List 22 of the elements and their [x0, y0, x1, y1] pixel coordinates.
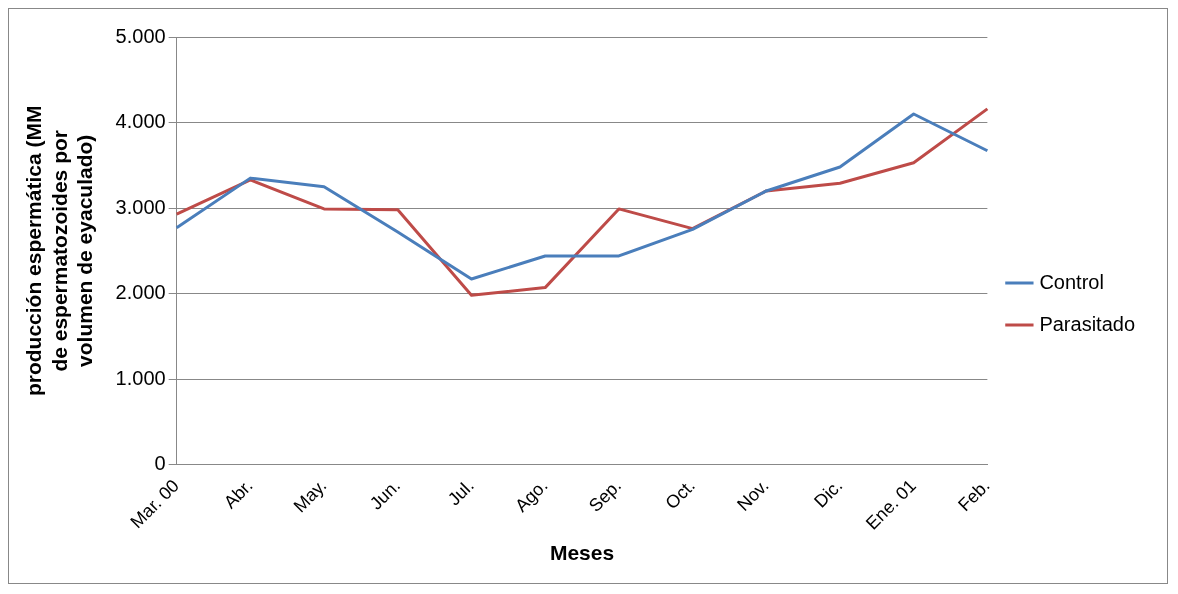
- x-tick-label: Ene. 01: [862, 475, 921, 534]
- x-tick-label: Feb.: [954, 475, 994, 516]
- x-axis-title: Meses: [549, 541, 615, 565]
- y-tick-label: 5.000: [115, 24, 166, 47]
- x-tick-label: Nov.: [733, 475, 773, 515]
- x-tick-label: Dic.: [810, 475, 847, 512]
- y-tick-label: 0: [154, 452, 166, 475]
- x-tick-label: Abr.: [219, 475, 257, 513]
- y-tick-label: 2.000: [115, 281, 166, 304]
- y-tick-label: 1.000: [115, 366, 166, 389]
- x-tick-label: May.: [289, 475, 331, 517]
- x-tick-label: Mar. 00: [126, 475, 183, 533]
- y-axis-title: producción espermática (MM de espermatozoides por volumen de eyaculado): [22, 105, 96, 397]
- x-tick-label: Oct.: [661, 475, 699, 513]
- x-tick-label: Sep.: [584, 475, 626, 516]
- legend-label: Control: [1039, 270, 1104, 293]
- x-tick-label: Jun.: [365, 475, 405, 514]
- legend-label: Parasitado: [1039, 312, 1136, 335]
- x-tick-label: Jul.: [443, 475, 478, 510]
- y-tick-label: 4.000: [115, 110, 166, 133]
- x-tick-label: Ago.: [511, 475, 552, 516]
- y-tick-label: 3.000: [115, 195, 166, 218]
